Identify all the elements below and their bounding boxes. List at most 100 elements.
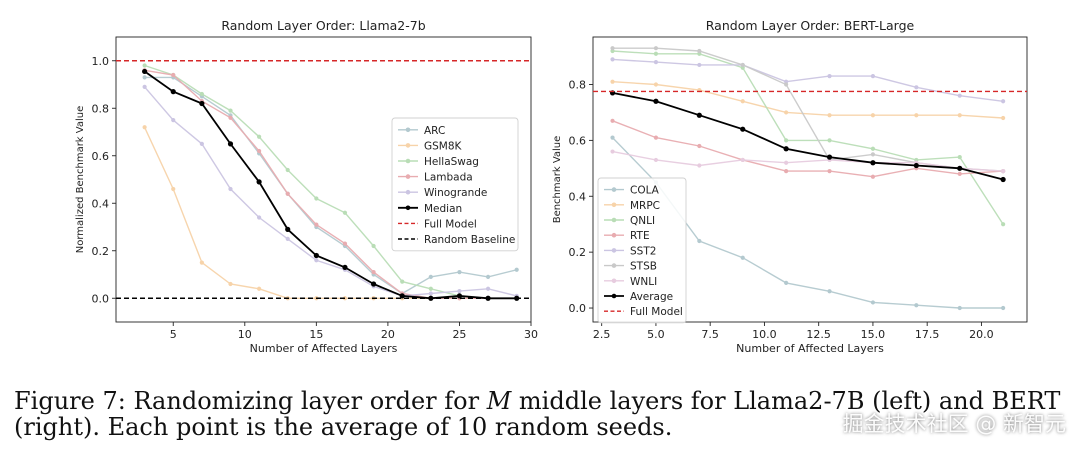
data-point-gsm8k bbox=[142, 125, 147, 130]
y-tick-label: 0.2 bbox=[569, 246, 587, 259]
data-point-wnli bbox=[740, 157, 745, 163]
legend-marker bbox=[405, 205, 411, 211]
chart-1: Random Layer Order: Llama2-7b 5 10 15 20 25 30… bbox=[75, 18, 538, 355]
plot-area bbox=[116, 60, 531, 301]
series-line-wnli bbox=[612, 150, 1004, 172]
series-line-qnli bbox=[612, 50, 1004, 225]
data-point-winogrande bbox=[142, 84, 147, 89]
y-tick-label: 0.8 bbox=[92, 102, 110, 115]
data-point-sst2 bbox=[957, 93, 962, 98]
data-point-stsb bbox=[697, 48, 702, 54]
series-line-rte bbox=[612, 120, 1004, 178]
chart-title: Random Layer Order: Llama2-7b bbox=[221, 18, 425, 33]
data-point-mrpc bbox=[740, 99, 745, 104]
data-point-lambada bbox=[285, 191, 290, 196]
data-point-median bbox=[313, 252, 319, 259]
series-line-winogrande bbox=[144, 86, 517, 297]
legend-label: SST2 bbox=[630, 245, 656, 257]
legend-marker bbox=[405, 143, 411, 148]
data-point-average bbox=[870, 160, 876, 166]
data-point-stsb bbox=[740, 62, 745, 68]
data-point-lambada bbox=[228, 115, 233, 120]
series-line-average bbox=[612, 92, 1004, 181]
legend-label: ARC bbox=[424, 125, 445, 137]
legend-label: Full Model bbox=[424, 218, 477, 230]
data-point-cola bbox=[784, 280, 789, 285]
legend-label: QNLI bbox=[630, 215, 655, 227]
legend-marker bbox=[611, 293, 617, 299]
y-axis-label: Benchmark Value bbox=[552, 136, 563, 224]
x-axis-label: Number of Affected Layers bbox=[736, 342, 884, 355]
plot-frame bbox=[115, 36, 532, 323]
data-point-mrpc bbox=[653, 82, 659, 87]
data-point-sst2 bbox=[914, 85, 919, 90]
data-point-cola bbox=[870, 300, 876, 305]
series-line-hellaswag bbox=[144, 64, 517, 299]
y-tick-label: 1.0 bbox=[92, 55, 110, 68]
data-point-cola bbox=[740, 255, 745, 260]
data-point-arc bbox=[142, 75, 147, 80]
data-point-arc bbox=[485, 274, 491, 279]
data-point-qnli bbox=[1001, 222, 1006, 227]
data-point-cola bbox=[610, 135, 615, 140]
legend-marker bbox=[611, 202, 617, 208]
data-point-winogrande bbox=[257, 215, 262, 220]
legend: ARC GSM8K HellaSwag Lambada Winogrande Median… bbox=[391, 117, 519, 252]
data-point-lambada bbox=[342, 241, 348, 246]
chart-2: Random Layer Order: BERT-Large 2.5 5.0 7.5 1… bbox=[552, 18, 1028, 355]
x-tick-label: 17.5 bbox=[915, 328, 940, 341]
x-tick-label: 5.0 bbox=[647, 328, 665, 341]
legend-marker bbox=[405, 174, 411, 179]
data-point-hellaswag bbox=[199, 91, 204, 97]
data-point-hellaswag bbox=[428, 286, 433, 291]
x-tick-label: 2.5 bbox=[593, 328, 611, 341]
legend-marker bbox=[611, 278, 617, 284]
y-tick-label: 0.6 bbox=[92, 150, 110, 163]
data-point-average bbox=[653, 98, 659, 104]
x-tick-label: 15.0 bbox=[861, 328, 886, 341]
data-point-sst2 bbox=[870, 74, 876, 79]
data-point-cola bbox=[957, 305, 962, 311]
x-tick-label: 25 bbox=[452, 328, 466, 341]
data-point-sst2 bbox=[653, 60, 659, 65]
data-point-qnli bbox=[957, 155, 962, 160]
data-point-arc bbox=[514, 267, 519, 272]
data-point-mrpc bbox=[870, 113, 876, 118]
data-point-rte bbox=[784, 169, 789, 174]
y-tick-label: 0.4 bbox=[569, 190, 587, 203]
legend-marker bbox=[611, 232, 617, 238]
figure: Random Layer Order: Llama2-7b 5 10 15 20 25 30… bbox=[75, 18, 1028, 355]
data-point-wnli bbox=[697, 163, 702, 168]
data-point-stsb bbox=[610, 46, 615, 51]
data-point-winogrande bbox=[228, 186, 233, 192]
data-point-qnli bbox=[870, 146, 876, 151]
data-point-average bbox=[696, 112, 702, 118]
series-line-median bbox=[144, 70, 517, 300]
data-point-gsm8k bbox=[199, 260, 204, 265]
plot-area bbox=[593, 46, 1027, 311]
legend-label: Average bbox=[630, 291, 673, 303]
data-point-cola bbox=[914, 303, 919, 308]
data-point-median bbox=[285, 226, 291, 232]
x-tick-label: 20 bbox=[381, 328, 395, 341]
data-point-cola bbox=[697, 238, 702, 244]
data-point-mrpc bbox=[827, 113, 832, 118]
data-point-hellaswag bbox=[314, 196, 319, 201]
data-point-gsm8k bbox=[171, 186, 176, 192]
data-point-average bbox=[740, 126, 746, 132]
legend-marker bbox=[611, 187, 617, 192]
data-point-median bbox=[227, 141, 234, 147]
data-point-arc bbox=[457, 270, 462, 275]
data-point-cola bbox=[827, 289, 832, 294]
data-point-median bbox=[456, 293, 463, 299]
data-point-lambada bbox=[171, 72, 176, 78]
x-tick-label: 7.5 bbox=[701, 328, 719, 341]
data-point-hellaswag bbox=[257, 134, 262, 139]
y-tick-label: 0.8 bbox=[569, 79, 587, 92]
data-point-hellaswag bbox=[142, 63, 147, 68]
legend-marker bbox=[611, 248, 617, 253]
y-tick-label: 0.2 bbox=[92, 245, 110, 258]
data-point-mrpc bbox=[784, 110, 789, 115]
data-point-wnli bbox=[653, 157, 659, 163]
data-point-rte bbox=[870, 174, 876, 179]
